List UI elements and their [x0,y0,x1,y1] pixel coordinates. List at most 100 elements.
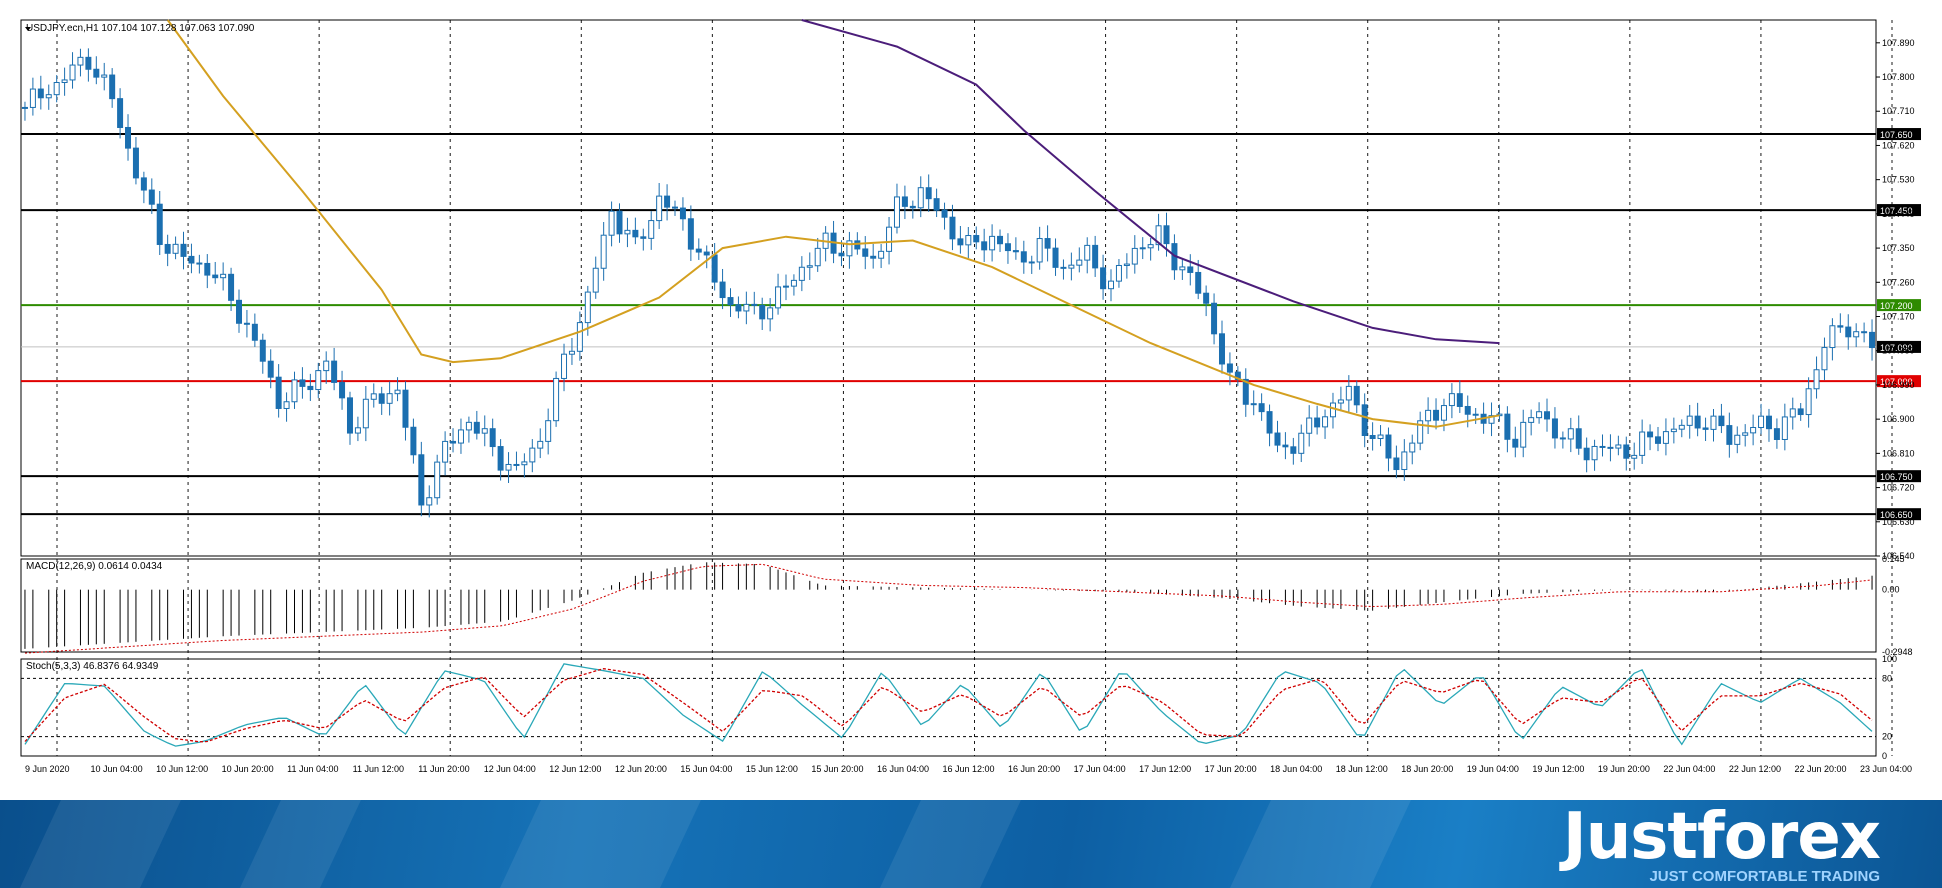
time-label: 19 Jun 04:00 [1467,764,1519,774]
price-chart: 9 Jun 2020 10 Jun 04:00 10 Jun 12:00 10 Jun… [20,19,1921,774]
candle-body [909,205,916,209]
candle-body [117,98,124,128]
candle-body [1678,424,1685,430]
candle-body [402,389,409,428]
candle-body [1702,427,1709,430]
brand-name: Justforex [1562,800,1881,874]
level-label: 107.200 [1880,301,1913,311]
candle-body [21,106,28,109]
candle-body [37,88,44,99]
candle-body [767,307,774,320]
brand-logo[interactable]: Justforex JUST COMFORTABLE TRADING [1562,800,1881,885]
candle-body [1417,420,1424,444]
candle-body [862,248,869,257]
level-label: 107.650 [1880,130,1913,140]
candle-body [410,426,417,456]
level-label: 106.750 [1880,472,1913,482]
candle-body [1861,331,1868,334]
candle-body [1409,442,1416,453]
time-label: 22 Jun 12:00 [1729,764,1781,774]
candle-body [1036,238,1043,263]
candle-body [1726,425,1733,445]
candle-body [933,198,940,211]
time-label: 15 Jun 20:00 [811,764,863,774]
candle-body [1750,427,1757,434]
candle-body [973,235,980,243]
candle-body [196,262,203,265]
candle-body [1718,415,1725,427]
candle-body [790,279,797,287]
candle-body [465,421,472,431]
candle-body [1298,432,1305,454]
candle-body [1060,266,1067,269]
candle-body [545,420,552,442]
candle-body [1765,415,1772,430]
candle-body [735,304,742,312]
candle-body [1869,331,1876,349]
candle-body [846,240,853,257]
candle-body [600,234,607,269]
candle-body [679,207,686,220]
candle-body [283,401,290,409]
time-label: 17 Jun 12:00 [1139,764,1191,774]
candle-body [806,265,813,268]
level-label: 107.090 [1880,343,1913,353]
candle-body [267,360,274,378]
candle-body [1353,385,1360,406]
level-badge [1877,204,1921,217]
candle-body [1456,393,1463,407]
price-tick-label: 107.440 [1882,209,1915,219]
candle-body [1028,261,1035,264]
candle-body [1258,403,1265,413]
price-tick-label: 107.620 [1882,140,1915,150]
candle-body [529,447,536,463]
time-label: 22 Jun 20:00 [1794,764,1846,774]
candle-body [172,243,179,254]
candle-body [1647,431,1654,438]
candle-body [759,304,766,320]
price-tick-label: 107.710 [1882,106,1915,116]
candle-body [1004,243,1011,252]
time-label: 22 Jun 04:00 [1663,764,1715,774]
candle-body [608,210,615,236]
candle-body [1599,445,1606,448]
candle-body [1551,418,1558,439]
candle-body [1639,431,1646,456]
candle-body [77,56,84,66]
candle-body [640,236,647,239]
candle-body [1401,451,1408,471]
candle-body [537,440,544,449]
candle-body [473,421,480,434]
candle-body [132,147,139,179]
candle-body [751,303,758,306]
candle-body [426,497,433,506]
candle-body [1282,444,1289,448]
candle-body [236,299,243,324]
candle-body [1179,266,1186,271]
candle-body [29,88,36,108]
stoch-tick-label: 20 [1882,732,1892,742]
candle-body [1829,325,1836,349]
time-label: 12 Jun 12:00 [549,764,601,774]
candle-body [1044,238,1051,249]
level-badge [1877,340,1921,353]
candle-body [893,196,900,228]
price-tick-label: 106.630 [1882,517,1915,527]
candle-body [1710,415,1717,430]
candle-body [1322,416,1329,428]
candle-body [346,397,353,434]
time-label: 17 Jun 04:00 [1074,764,1126,774]
candle-body [1440,405,1447,421]
candle-body [917,187,924,209]
candle-body [489,428,496,448]
candle-body [1218,333,1225,365]
stoch-k-line [24,663,1873,747]
macd-signal-line [24,563,1873,654]
candle-body [85,56,92,70]
candle-body [53,82,60,96]
candle-body [1448,393,1455,407]
candle-body [584,291,591,324]
candle-body [814,247,821,267]
candle-body [93,68,100,78]
candle-body [1544,411,1551,420]
